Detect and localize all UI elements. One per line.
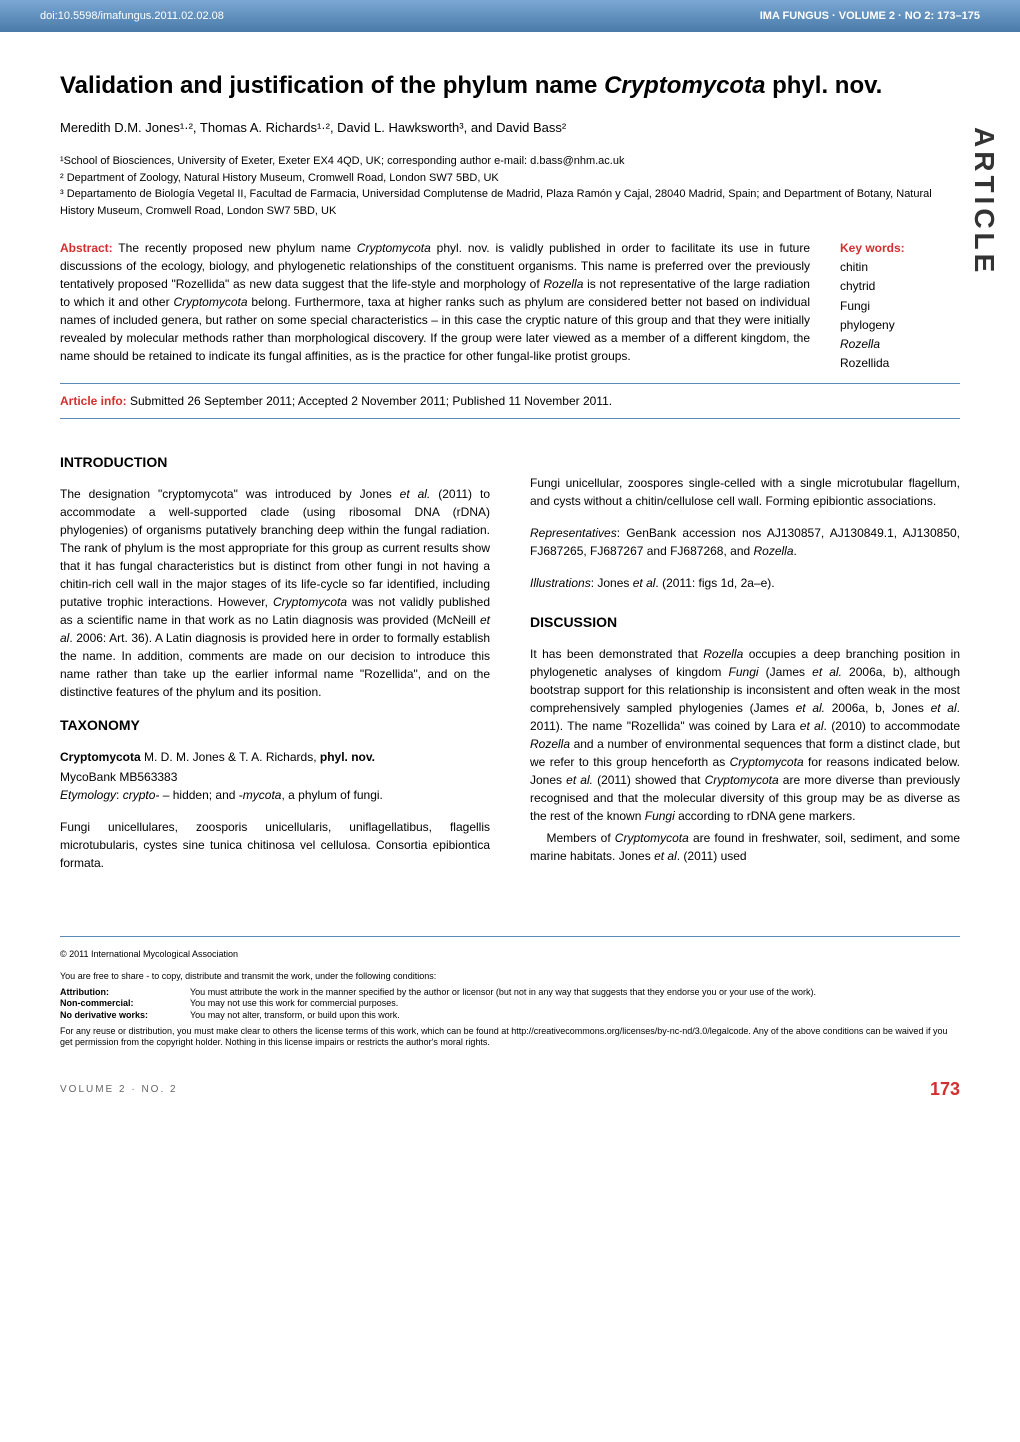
license-row: Attribution: You must attribute the work…: [60, 987, 960, 999]
section-divider: [60, 383, 960, 384]
license-intro: You are free to share - to copy, distrib…: [60, 971, 960, 983]
license-desc: You may not use this work for commercial…: [190, 998, 960, 1010]
abstract-section: Abstract: The recently proposed new phyl…: [60, 239, 960, 373]
left-column: INTRODUCTION The designation "cryptomyco…: [60, 444, 490, 886]
author-list: Meredith D.M. Jones¹·², Thomas A. Richar…: [60, 120, 960, 135]
journal-header-bar: doi:10.5598/imafungus.2011.02.02.08 IMA …: [0, 0, 1020, 32]
license-term: Non-commercial:: [60, 998, 190, 1010]
english-diagnosis: Fungi unicellular, zoospores single-cell…: [530, 474, 960, 510]
mycobank-id: MycoBank MB563383: [60, 768, 490, 786]
affiliation-item: ² Department of Zoology, Natural History…: [60, 170, 960, 187]
article-content: ARTICLE Validation and justification of …: [0, 32, 1020, 916]
discussion-paragraph: Members of Cryptomycota are found in fre…: [530, 829, 960, 865]
article-info-label: Article info:: [60, 394, 127, 408]
volume-label: VOLUME 2 · NO. 2: [60, 1084, 178, 1095]
two-column-body: INTRODUCTION The designation "cryptomyco…: [60, 444, 960, 886]
license-term: Attribution:: [60, 987, 190, 999]
introduction-heading: INTRODUCTION: [60, 452, 490, 473]
footer-divider: [60, 936, 960, 937]
affiliation-item: ³ Departamento de Biología Vegetal II, F…: [60, 186, 960, 219]
taxonomy-heading: TAXONOMY: [60, 715, 490, 736]
keyword-item: phylogeny: [840, 316, 960, 335]
page-footer: VOLUME 2 · NO. 2 173: [0, 1069, 1020, 1120]
abstract-label: Abstract:: [60, 241, 113, 255]
article-side-label: ARTICLE: [968, 127, 1000, 276]
article-info-text: Submitted 26 September 2011; Accepted 2 …: [127, 394, 612, 408]
discussion-paragraph: It has been demonstrated that Rozella oc…: [530, 645, 960, 825]
affiliation-item: ¹School of Biosciences, University of Ex…: [60, 153, 960, 170]
discussion-heading: DISCUSSION: [530, 612, 960, 633]
keyword-item: chytrid: [840, 277, 960, 296]
title-italic-taxon: Cryptomycota: [604, 72, 765, 99]
journal-volume-info: IMA FUNGUS · VOLUME 2 · NO 2: 173–175: [760, 10, 980, 22]
article-title: Validation and justification of the phyl…: [60, 72, 960, 100]
affiliation-list: ¹School of Biosciences, University of Ex…: [60, 153, 960, 219]
introduction-paragraph: The designation "cryptomycota" was intro…: [60, 485, 490, 701]
keywords-box: Key words: chitin chytrid Fungi phylogen…: [840, 239, 960, 373]
page-number: 173: [930, 1079, 960, 1100]
copyright-text: © 2011 International Mycological Associa…: [60, 949, 960, 961]
latin-diagnosis: Fungi unicellulares, zoosporis unicellul…: [60, 818, 490, 872]
keywords-label: Key words:: [840, 239, 960, 258]
representatives-line: Representatives: GenBank accession nos A…: [530, 524, 960, 560]
title-suffix: phyl. nov.: [765, 72, 882, 99]
etymology-line: Etymology: crypto- – hidden; and -mycota…: [60, 786, 490, 804]
license-footer-text: For any reuse or distribution, you must …: [60, 1026, 960, 1049]
title-prefix: Validation and justification of the phyl…: [60, 72, 604, 99]
keyword-item: chitin: [840, 258, 960, 277]
license-term: No derivative works:: [60, 1010, 190, 1022]
article-info: Article info: Submitted 26 September 201…: [60, 394, 960, 408]
right-column: Fungi unicellular, zoospores single-cell…: [530, 444, 960, 886]
license-desc: You may not alter, transform, or build u…: [190, 1010, 960, 1022]
license-desc: You must attribute the work in the manne…: [190, 987, 960, 999]
taxon-name-line: Cryptomycota M. D. M. Jones & T. A. Rich…: [60, 748, 490, 766]
illustrations-line: Illustrations: Jones et al. (2011: figs …: [530, 574, 960, 592]
keyword-item: Rozellida: [840, 354, 960, 373]
license-row: Non-commercial: You may not use this wor…: [60, 998, 960, 1010]
keyword-item: Rozella: [840, 335, 960, 354]
keyword-item: Fungi: [840, 297, 960, 316]
doi-text: doi:10.5598/imafungus.2011.02.02.08: [40, 10, 224, 22]
license-footer: © 2011 International Mycological Associa…: [0, 936, 1020, 1069]
license-row: No derivative works: You may not alter, …: [60, 1010, 960, 1022]
section-divider: [60, 418, 960, 419]
abstract-text: Abstract: The recently proposed new phyl…: [60, 239, 810, 373]
